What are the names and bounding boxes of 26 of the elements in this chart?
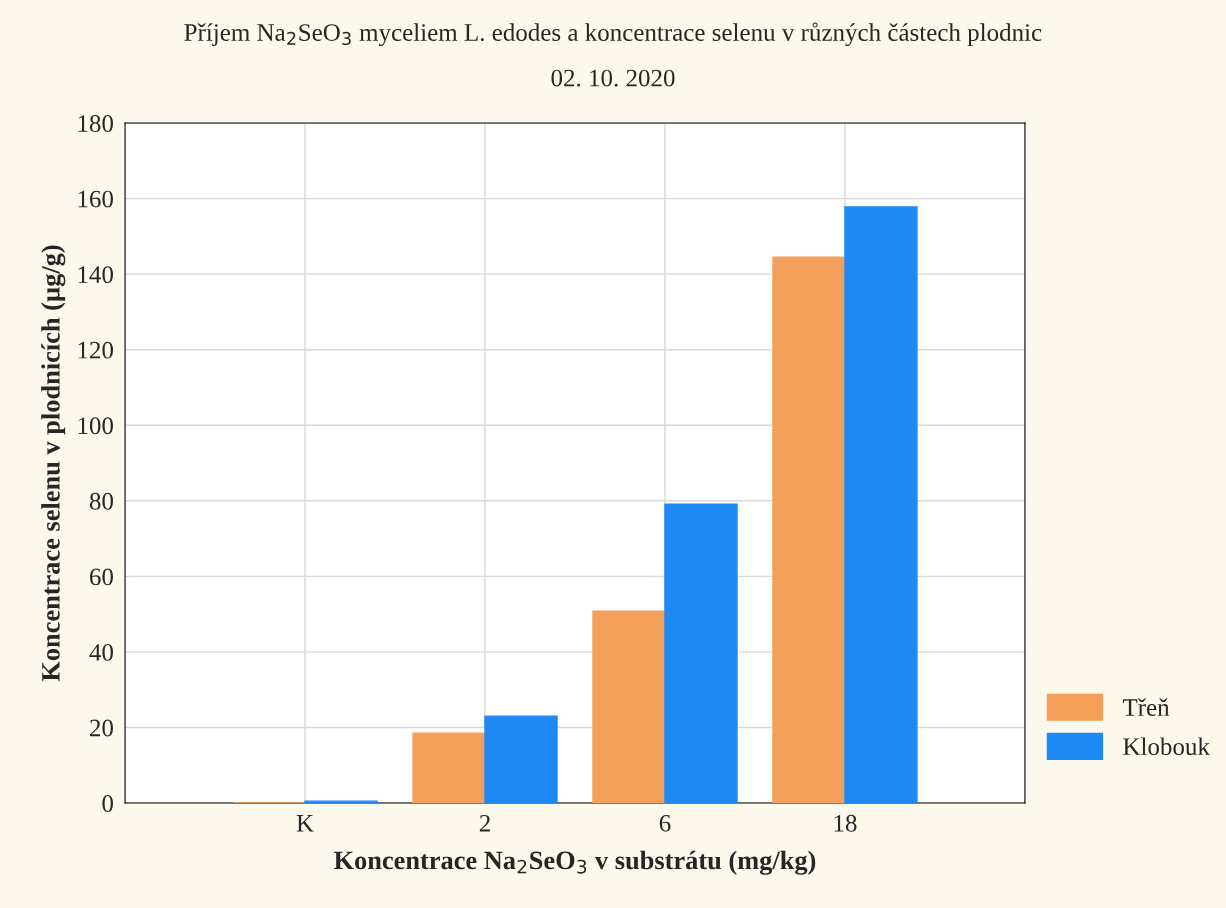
x-tick-label: 2 [479,814,490,832]
y-tick-label: 60 [90,568,113,586]
y-tick-label: 0 [102,795,113,812]
y-tick-label: 180 [78,115,113,132]
bar [592,610,666,804]
chart-subtitle: 02. 10. 2020 [551,69,675,87]
chart-title: Příjem Na$_{2}$SeO$_{3}$ myceliem L. edodes a koncentrace selenu v různých částech plodnic [184,22,1042,47]
y-axis-title: Koncentrace selenu v plodnicích (µg/g) [41,245,66,682]
x-tick-label: 6 [659,814,671,832]
x-tick-label: K [296,815,314,832]
bar [664,503,738,804]
legend-label: Klobouk [1123,737,1210,756]
y-tick-label: 80 [89,492,113,510]
bar [844,206,918,804]
bar [484,715,558,804]
y-tick-label: 40 [89,643,113,661]
y-tick-label: 160 [78,190,113,208]
y-tick-label: 140 [78,266,113,284]
bar [772,256,846,804]
y-tick-label: 120 [78,341,113,359]
bar [412,732,486,804]
x-tick-label: 18 [834,814,857,832]
legend-label: Třeň [1122,698,1170,716]
x-axis-title: Koncentrace Na$_{2}$SeO$_{3}$ v substrátu (mg/kg) [333,850,816,875]
y-tick-label: 20 [90,719,113,737]
y-tick-label: 100 [78,417,113,435]
